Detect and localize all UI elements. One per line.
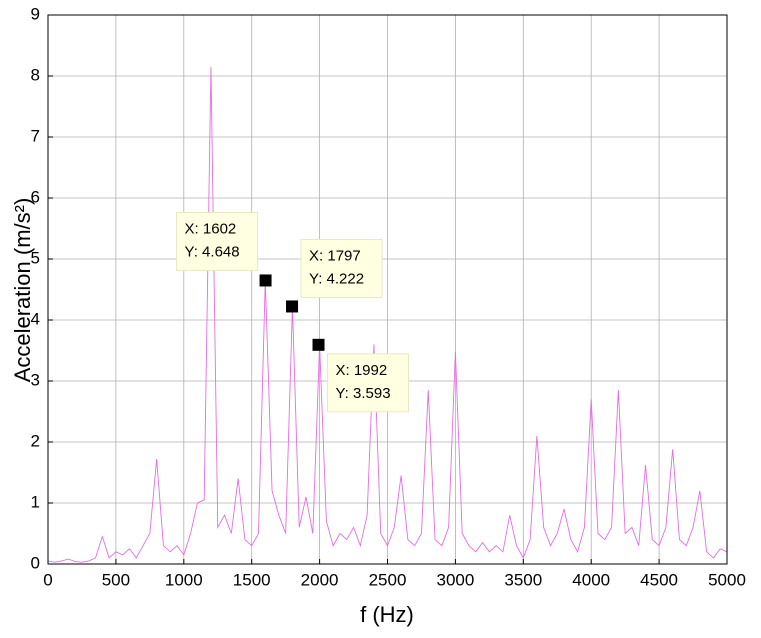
y-tick-label: 9 xyxy=(31,4,40,23)
data-tip: X: 1992 Y: 3.593 xyxy=(312,338,410,413)
data-tip-box xyxy=(176,211,259,271)
x-tick-label: 2500 xyxy=(369,570,407,589)
x-axis-label: f (Hz) xyxy=(360,602,414,627)
y-tick-label: 6 xyxy=(31,187,40,206)
x-tick-label: 4000 xyxy=(572,570,610,589)
data-tip-text: X: 1992 xyxy=(336,362,388,379)
y-tick-label: 8 xyxy=(31,65,40,84)
y-tick-label: 4 xyxy=(31,309,40,328)
x-tick-label: 0 xyxy=(43,570,52,589)
y-tick-label: 7 xyxy=(31,126,40,145)
axes-box xyxy=(47,14,728,565)
spectrum-line xyxy=(47,66,728,563)
data-tip-text: Y: 4.648 xyxy=(185,243,240,260)
y-tick-label: 1 xyxy=(31,492,40,511)
y-axis-label: Acceleration (m/s²) xyxy=(10,198,35,383)
data-tip-marker xyxy=(312,338,325,351)
x-tick-label: 4500 xyxy=(640,570,678,589)
data-tip-box xyxy=(300,238,383,298)
y-tick-label: 0 xyxy=(31,553,40,572)
data-tip-text: Y: 3.593 xyxy=(336,385,391,402)
data-tip-box xyxy=(327,353,410,413)
data-tip-marker xyxy=(259,274,272,287)
data-tip: X: 1797 Y: 4.222 xyxy=(286,238,383,313)
x-tick-label: 5000 xyxy=(708,570,746,589)
data-tip-marker xyxy=(286,300,299,313)
data-tip: X: 1602 Y: 4.648 xyxy=(176,211,272,287)
data-tip-text: Y: 4.222 xyxy=(309,270,364,287)
x-tick-label: 2000 xyxy=(301,570,339,589)
data-tip-text: X: 1602 xyxy=(185,220,237,237)
y-tick-label: 2 xyxy=(31,431,40,450)
x-tick-label: 500 xyxy=(102,570,130,589)
x-tick-label: 3000 xyxy=(436,570,474,589)
x-tick-label: 1000 xyxy=(165,570,203,589)
y-tick-label: 5 xyxy=(31,248,40,267)
x-tick-label: 1500 xyxy=(233,570,271,589)
data-tip-text: X: 1797 xyxy=(309,247,361,264)
y-tick-label: 3 xyxy=(31,370,40,389)
x-tick-label: 3500 xyxy=(504,570,542,589)
